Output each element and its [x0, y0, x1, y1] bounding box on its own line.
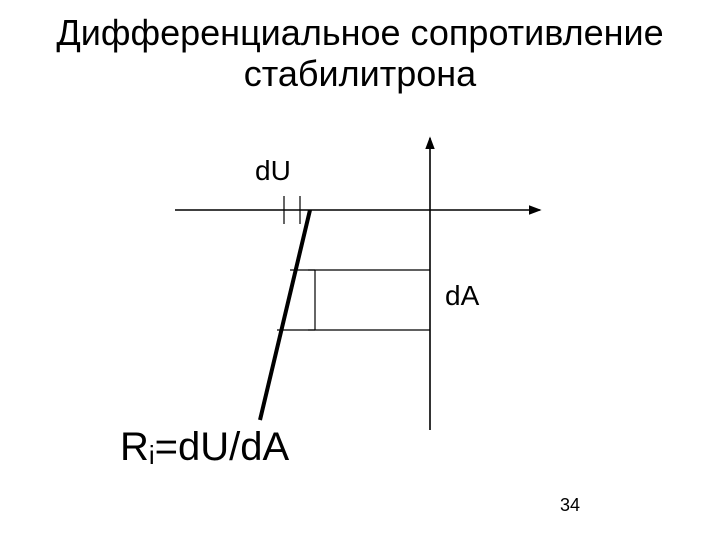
formula: Ri=dU/dA [120, 425, 289, 471]
formula-rest: =dU/dA [155, 425, 290, 469]
slide-title: Дифференциальное сопротивление стабилитр… [0, 12, 720, 95]
label-da: dA [445, 280, 479, 312]
label-du: dU [255, 155, 291, 187]
page-number: 34 [560, 495, 580, 516]
formula-r: R [120, 425, 149, 469]
zener-diagram [160, 130, 560, 450]
zener-curve [260, 210, 310, 420]
slide: Дифференциальное сопротивление стабилитр… [0, 0, 720, 540]
